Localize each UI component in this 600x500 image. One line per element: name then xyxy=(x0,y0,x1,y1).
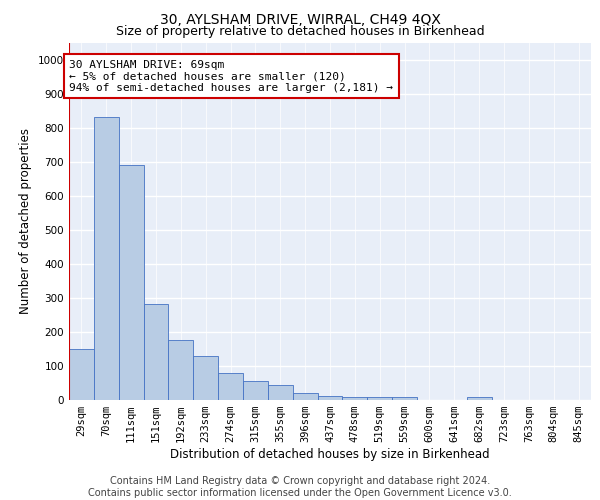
Bar xyxy=(392,398,417,400)
Text: Size of property relative to detached houses in Birkenhead: Size of property relative to detached ho… xyxy=(116,25,484,38)
Bar xyxy=(317,396,343,400)
Bar xyxy=(467,396,491,400)
Bar xyxy=(169,340,193,400)
X-axis label: Distribution of detached houses by size in Birkenhead: Distribution of detached houses by size … xyxy=(170,448,490,461)
Y-axis label: Number of detached properties: Number of detached properties xyxy=(19,128,32,314)
Text: Contains HM Land Registry data © Crown copyright and database right 2024.
Contai: Contains HM Land Registry data © Crown c… xyxy=(88,476,512,498)
Bar xyxy=(243,382,268,400)
Text: 30, AYLSHAM DRIVE, WIRRAL, CH49 4QX: 30, AYLSHAM DRIVE, WIRRAL, CH49 4QX xyxy=(160,12,440,26)
Bar xyxy=(343,396,367,400)
Bar xyxy=(218,373,243,400)
Bar xyxy=(94,118,119,400)
Bar xyxy=(367,396,392,400)
Bar xyxy=(119,165,143,400)
Bar xyxy=(193,356,218,400)
Bar xyxy=(293,392,317,400)
Text: 30 AYLSHAM DRIVE: 69sqm
← 5% of detached houses are smaller (120)
94% of semi-de: 30 AYLSHAM DRIVE: 69sqm ← 5% of detached… xyxy=(70,60,394,92)
Bar xyxy=(268,384,293,400)
Bar xyxy=(69,349,94,400)
Bar xyxy=(143,304,169,400)
